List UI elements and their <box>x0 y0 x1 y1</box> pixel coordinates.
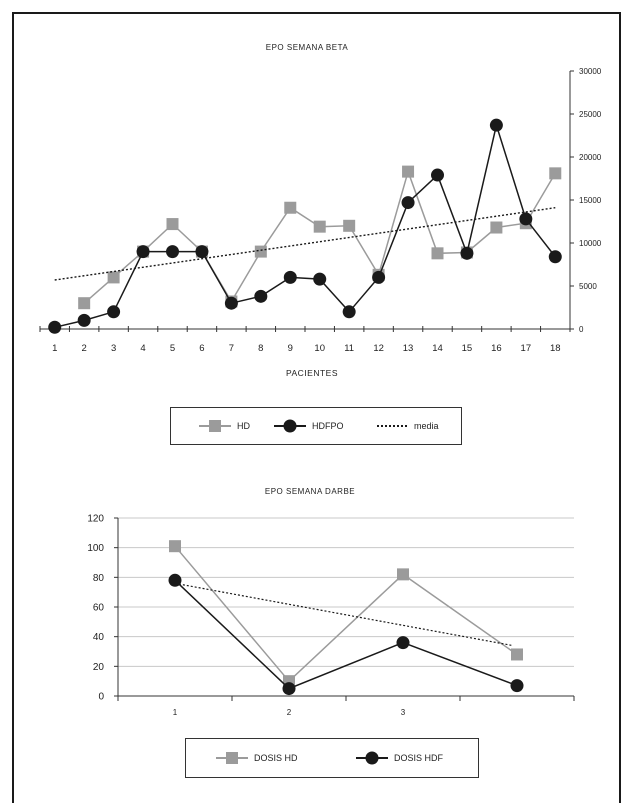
circle-marker-icon <box>274 419 306 433</box>
dosis-hdf-marker <box>168 573 182 587</box>
hdfpo-marker <box>107 305 121 319</box>
x-tick-label: 13 <box>403 343 414 354</box>
x-tick-label: 9 <box>288 343 293 354</box>
x-tick-label: 16 <box>491 343 502 354</box>
y-tick-label: 10000 <box>579 239 602 248</box>
series-line-dosis-hdf <box>174 579 518 690</box>
series-line-hdfpo <box>54 122 556 329</box>
hd-marker <box>107 271 120 284</box>
chart-epo-semana-beta: EPO SEMANA BETA PACIENTES 1 2 3 4 5 6 7 8 9 10 11 1… <box>39 43 602 378</box>
hdfpo-marker <box>342 305 356 319</box>
legend-label-dosis-hdf: DOSIS HDF <box>394 753 444 763</box>
hdfpo-marker <box>166 245 179 259</box>
dosis-hd-marker <box>397 568 409 581</box>
y-tick-label: 100 <box>87 543 104 554</box>
chart-epo-semana-darbe: EPO SEMANA DARBE 0 20 40 60 80 100 120 1 2 3 <box>87 487 575 717</box>
x-tick-label: 17 <box>521 343 532 354</box>
trendline <box>174 582 514 647</box>
dotted-line-icon <box>377 425 407 427</box>
x-tick-label: 3 <box>401 708 406 717</box>
hd-marker <box>166 218 179 231</box>
x-tick-label: 14 <box>432 343 443 354</box>
hdfpo-marker <box>489 118 503 132</box>
dosis-hdf-marker <box>510 679 524 693</box>
hd-marker <box>490 221 503 234</box>
x-tick-label: 1 <box>173 708 178 717</box>
hdfpo-marker <box>48 320 62 334</box>
hdfpo-marker <box>136 245 150 259</box>
y-tick-label: 15000 <box>579 196 602 205</box>
x-tick-label: 4 <box>140 343 145 354</box>
legend-label-hdfpo: HDFPO <box>312 421 344 431</box>
dosis-hdf-marker <box>282 682 296 696</box>
hd-marker <box>254 245 267 258</box>
hdfpo-marker <box>254 289 268 303</box>
figure-frame <box>12 12 621 803</box>
circle-marker-icon <box>356 751 388 765</box>
dosis-hd-marker <box>511 648 523 661</box>
chart1-title: EPO SEMANA BETA <box>266 43 349 52</box>
x-tick-label: 2 <box>287 708 292 717</box>
hdfpo-marker <box>460 246 474 260</box>
x-tick-label: 5 <box>170 343 175 354</box>
chart2-title: EPO SEMANA DARBE <box>265 487 355 496</box>
x-tick-label: 11 <box>344 343 354 354</box>
legend-item-hdfpo: HDFPO <box>274 408 344 444</box>
y-tick-label: 0 <box>98 692 104 703</box>
hdfpo-marker <box>283 270 297 284</box>
hd-marker <box>343 219 356 232</box>
legend-item-hd: HD <box>199 408 250 444</box>
x-tick-label: 15 <box>462 343 473 354</box>
x-tick-label: 2 <box>82 343 87 354</box>
hd-marker <box>284 201 297 214</box>
chart2-legend: DOSIS HD DOSIS HDF <box>185 738 479 778</box>
x-tick-label: 8 <box>258 343 263 354</box>
hdfpo-marker <box>372 270 386 284</box>
square-marker-icon <box>199 420 231 432</box>
x-tick-label: 12 <box>373 343 384 354</box>
hdfpo-marker <box>77 313 91 327</box>
hd-marker <box>402 165 415 178</box>
x-tick-label: 18 <box>550 343 561 354</box>
y-tick-label: 120 <box>87 514 104 525</box>
x-tick-label: 1 <box>52 343 57 354</box>
hdfpo-marker <box>519 212 533 226</box>
legend-item-media: media <box>376 408 439 444</box>
y-tick-label: 80 <box>93 573 105 584</box>
dosis-hdf-marker <box>396 636 410 650</box>
y-tick-label: 0 <box>579 325 584 334</box>
hdfpo-marker <box>431 168 444 182</box>
hdfpo-marker <box>313 272 327 286</box>
hdfpo-marker <box>224 296 238 310</box>
chart1-legend: HD HDFPO media <box>170 407 462 445</box>
legend-label-dosis-hd: DOSIS HD <box>254 753 298 763</box>
y-tick-label: 40 <box>93 632 105 643</box>
x-tick-label: 3 <box>111 343 116 354</box>
chart1-x-axis-label: PACIENTES <box>286 368 338 378</box>
y-tick-label: 20 <box>93 662 105 673</box>
x-tick-label: 10 <box>314 343 325 354</box>
legend-label-hd: HD <box>237 421 250 431</box>
x-tick-label: 6 <box>199 343 204 354</box>
trendline-media <box>54 207 556 281</box>
y-tick-label: 60 <box>93 603 105 614</box>
y-tick-label: 25000 <box>579 110 602 119</box>
y-tick-label: 5000 <box>579 282 597 291</box>
hdfpo-marker <box>401 196 415 210</box>
hdfpo-marker <box>195 245 209 259</box>
hd-marker <box>549 167 562 180</box>
legend-item-dosis-hd: DOSIS HD <box>216 739 298 777</box>
hd-marker <box>78 297 91 310</box>
dosis-hd-marker <box>169 540 181 553</box>
hdfpo-marker <box>548 250 562 264</box>
y-tick-label: 30000 <box>579 67 602 76</box>
hd-marker <box>313 220 326 233</box>
hd-marker <box>431 247 444 260</box>
square-marker-icon <box>216 752 248 764</box>
legend-item-dosis-hdf: DOSIS HDF <box>356 739 443 777</box>
x-tick-label: 7 <box>229 343 234 354</box>
y-tick-label: 20000 <box>579 153 602 162</box>
series-line-dosis-hd <box>174 545 518 683</box>
legend-label-media: media <box>414 421 439 431</box>
